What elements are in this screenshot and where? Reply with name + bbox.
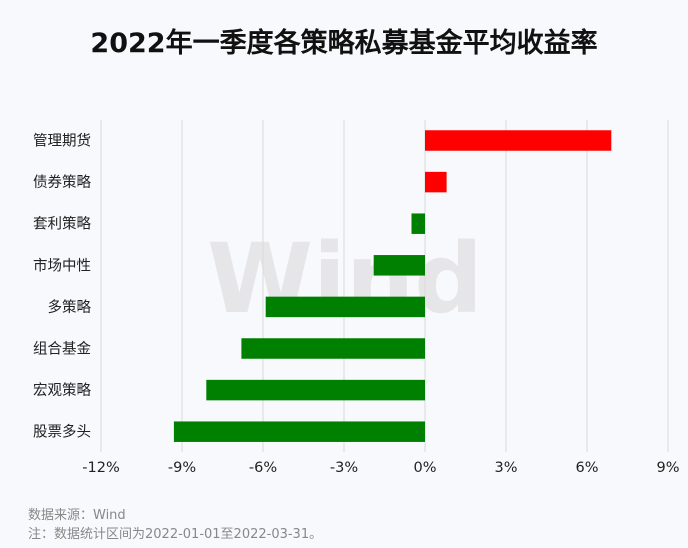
bar: [411, 213, 425, 234]
bar: [425, 130, 612, 151]
x-tick-label: -6%: [249, 460, 277, 476]
x-tick-label: 0%: [413, 460, 436, 476]
source-note: 数据来源：Wind: [28, 508, 126, 523]
x-tick-label: -3%: [330, 460, 358, 476]
bar: [373, 255, 425, 276]
bar: [206, 379, 425, 401]
category-label: 债券策略: [33, 174, 91, 191]
x-tick-label: -12%: [82, 460, 119, 476]
category-label: 宏观策略: [33, 382, 91, 399]
x-tick-label: 3%: [494, 460, 517, 476]
period-note: 注：数据统计区间为2022-01-01至2022-03-31。: [28, 527, 322, 542]
bar: [241, 338, 425, 359]
category-label: 市场中性: [33, 257, 91, 274]
category-label: 组合基金: [33, 341, 91, 358]
category-label: 套利策略: [33, 216, 91, 233]
bar: [173, 421, 425, 442]
x-tick-label: 6%: [575, 460, 598, 476]
bar-series: [173, 130, 612, 442]
x-tick-label: 9%: [656, 460, 679, 476]
x-tick-label: -9%: [168, 460, 196, 476]
category-label: 股票多头: [33, 424, 91, 441]
chart-title: 2022年一季度各策略私募基金平均收益率: [90, 27, 597, 59]
wind-watermark: Wind: [207, 223, 483, 335]
value-axis: -12% -9% -6% -3% 0% 3% 6% 9%: [82, 460, 679, 476]
category-label: 管理期货: [33, 133, 91, 150]
category-label: 多策略: [48, 299, 92, 316]
bar: [425, 171, 447, 193]
bar: [265, 296, 425, 318]
